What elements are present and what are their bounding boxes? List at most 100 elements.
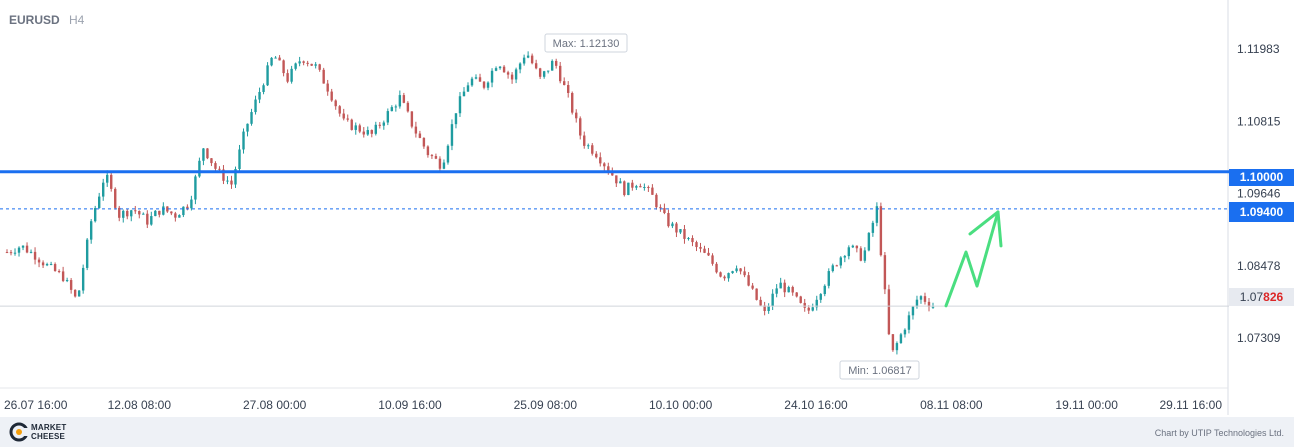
candle-body bbox=[635, 186, 638, 188]
candle-body bbox=[246, 123, 249, 132]
y-tick-label: 1.09646 bbox=[1237, 187, 1281, 201]
candle-body bbox=[190, 199, 193, 209]
candle-body bbox=[242, 131, 245, 150]
candle-body bbox=[334, 100, 337, 107]
candle-body bbox=[65, 280, 69, 282]
y-tick-label: 1.07309 bbox=[1237, 331, 1281, 345]
candle-body bbox=[575, 112, 578, 119]
candle-body bbox=[771, 293, 774, 307]
candle-body bbox=[110, 174, 113, 189]
candle-body bbox=[763, 305, 766, 311]
candle-body bbox=[226, 180, 229, 182]
axis-layer: 1.11983 1.10815 1.09646 1.08478 1.07309 26.07… bbox=[4, 42, 1281, 412]
current-price-badge: 1.07826 bbox=[1229, 288, 1294, 306]
candle-body bbox=[695, 242, 698, 248]
candle-body bbox=[370, 130, 373, 134]
x-tick-label: 08.11 08:00 bbox=[920, 398, 983, 412]
candle-body bbox=[615, 175, 618, 184]
candle-body bbox=[747, 275, 750, 286]
candle-body bbox=[530, 55, 534, 64]
candle-body bbox=[835, 265, 838, 267]
x-tick-label: 27.08 00:00 bbox=[243, 398, 307, 412]
candle-body bbox=[819, 294, 822, 300]
candle-body bbox=[21, 245, 25, 248]
candle-body bbox=[647, 186, 650, 188]
candle-body bbox=[174, 213, 177, 218]
candle-body bbox=[230, 180, 233, 185]
candle-body bbox=[827, 271, 830, 286]
candle-body bbox=[554, 60, 558, 66]
candle-body bbox=[402, 95, 406, 103]
candle-body bbox=[899, 334, 903, 344]
candle-body bbox=[49, 264, 53, 266]
current-price-prefix: 1.07 bbox=[1239, 290, 1264, 304]
candle-body bbox=[89, 221, 93, 240]
symbol-label: EURUSD bbox=[9, 13, 60, 27]
candle-body bbox=[775, 288, 778, 294]
candle-body bbox=[13, 252, 17, 254]
candle-body bbox=[703, 248, 706, 253]
candle-body bbox=[446, 145, 450, 163]
candle-body bbox=[158, 210, 161, 215]
logo-line-2: CHEESE bbox=[31, 432, 66, 441]
candle-body bbox=[639, 186, 642, 188]
candle-body bbox=[550, 60, 554, 71]
y-tick-label: 1.10815 bbox=[1237, 114, 1281, 128]
candle-body bbox=[354, 125, 357, 130]
candle-body bbox=[767, 306, 770, 311]
candle-body bbox=[627, 182, 630, 196]
candle-body bbox=[474, 77, 478, 79]
candle-body bbox=[146, 213, 149, 225]
candle-body bbox=[759, 299, 762, 306]
candle-body bbox=[787, 287, 790, 293]
candle-body bbox=[406, 102, 410, 112]
candle-body bbox=[150, 216, 153, 225]
timeframe-label: H4 bbox=[69, 13, 85, 27]
candle-body bbox=[651, 187, 654, 195]
candle-body bbox=[290, 68, 293, 82]
x-tick-label: 10.09 16:00 bbox=[378, 398, 442, 412]
candle-body bbox=[294, 63, 297, 69]
candle-body bbox=[883, 255, 887, 290]
candle-body bbox=[871, 222, 875, 233]
candle-body bbox=[278, 57, 281, 61]
candle-body bbox=[326, 83, 329, 92]
candle-body bbox=[494, 68, 498, 71]
candle-body bbox=[81, 267, 85, 291]
candle-body bbox=[186, 206, 189, 209]
candle-body bbox=[498, 66, 502, 69]
candle-body bbox=[314, 64, 317, 66]
candle-body bbox=[623, 181, 626, 196]
candle-body bbox=[478, 77, 482, 82]
candle-body bbox=[342, 113, 345, 119]
candle-body bbox=[338, 106, 341, 114]
candle-body bbox=[502, 66, 506, 73]
candle-body bbox=[366, 130, 369, 135]
candle-body bbox=[587, 145, 590, 147]
candle-body bbox=[595, 153, 598, 158]
candle-body bbox=[414, 126, 418, 134]
candle-body bbox=[667, 213, 670, 227]
candle-body bbox=[426, 146, 430, 156]
candle-body bbox=[438, 158, 442, 169]
candle-body bbox=[422, 137, 426, 147]
candle-body bbox=[867, 232, 871, 251]
candle-body bbox=[29, 251, 33, 253]
candle-body bbox=[907, 315, 911, 330]
candle-body bbox=[5, 252, 9, 254]
candle-body bbox=[350, 119, 353, 130]
candle-body bbox=[546, 70, 550, 72]
candle-body bbox=[851, 245, 855, 248]
candle-body bbox=[45, 264, 49, 266]
candle-body bbox=[542, 71, 546, 77]
candle-body bbox=[162, 206, 165, 215]
candle-body bbox=[378, 124, 382, 126]
candle-body bbox=[506, 72, 510, 75]
candle-body bbox=[723, 276, 726, 279]
candle-body bbox=[258, 91, 261, 100]
candle-body bbox=[755, 288, 758, 300]
candle-body bbox=[683, 229, 686, 239]
candle-body bbox=[198, 160, 201, 177]
